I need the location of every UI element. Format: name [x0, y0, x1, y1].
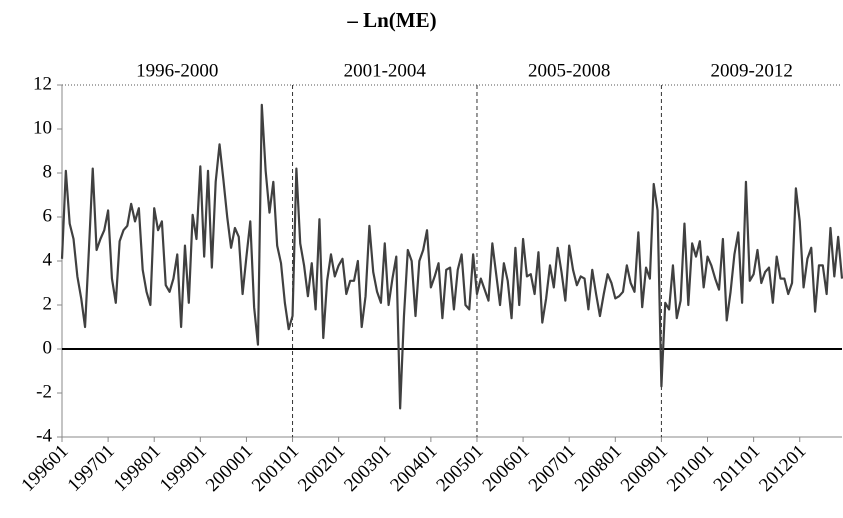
period-label: 2005-2008 [528, 60, 610, 81]
x-tick-label: 200001 [202, 441, 257, 496]
x-tick-label: 201101 [710, 441, 765, 496]
y-tick-label: 4 [43, 249, 53, 270]
x-tick-label: 201001 [663, 441, 718, 496]
y-tick-label: 6 [43, 205, 53, 226]
series-line [60, 103, 843, 410]
y-tick-label: 12 [33, 73, 52, 94]
period-label: 2001-2004 [344, 60, 427, 81]
x-tick-label: 201201 [755, 441, 810, 496]
y-tick-label: -2 [36, 381, 52, 402]
x-tick-label: 200501 [432, 441, 487, 496]
y-tick-label: -4 [36, 425, 52, 446]
y-tick-label: 2 [43, 293, 53, 314]
x-tick-label: 200601 [479, 441, 534, 496]
x-tick-label: 199601 [17, 441, 72, 496]
y-tick-label: 8 [43, 161, 53, 182]
x-tick-label: 199901 [156, 441, 211, 496]
x-tick-label: 200201 [294, 441, 349, 496]
chart-title: – Ln(ME) [346, 8, 436, 32]
x-tick-label: 200401 [386, 441, 441, 496]
x-tick-label: 200301 [340, 441, 395, 496]
x-tick-label: 199701 [64, 441, 119, 496]
x-tick-label: 199801 [110, 441, 165, 496]
y-tick-label: 10 [33, 117, 52, 138]
period-label: 1996-2000 [136, 60, 218, 81]
x-tick-label: 200701 [525, 441, 580, 496]
x-tick-label: 200101 [248, 441, 303, 496]
y-tick-label: 0 [43, 337, 53, 358]
period-label: 2009-2012 [711, 60, 793, 81]
x-tick-label: 200901 [617, 441, 672, 496]
x-tick-label: 200801 [571, 441, 626, 496]
